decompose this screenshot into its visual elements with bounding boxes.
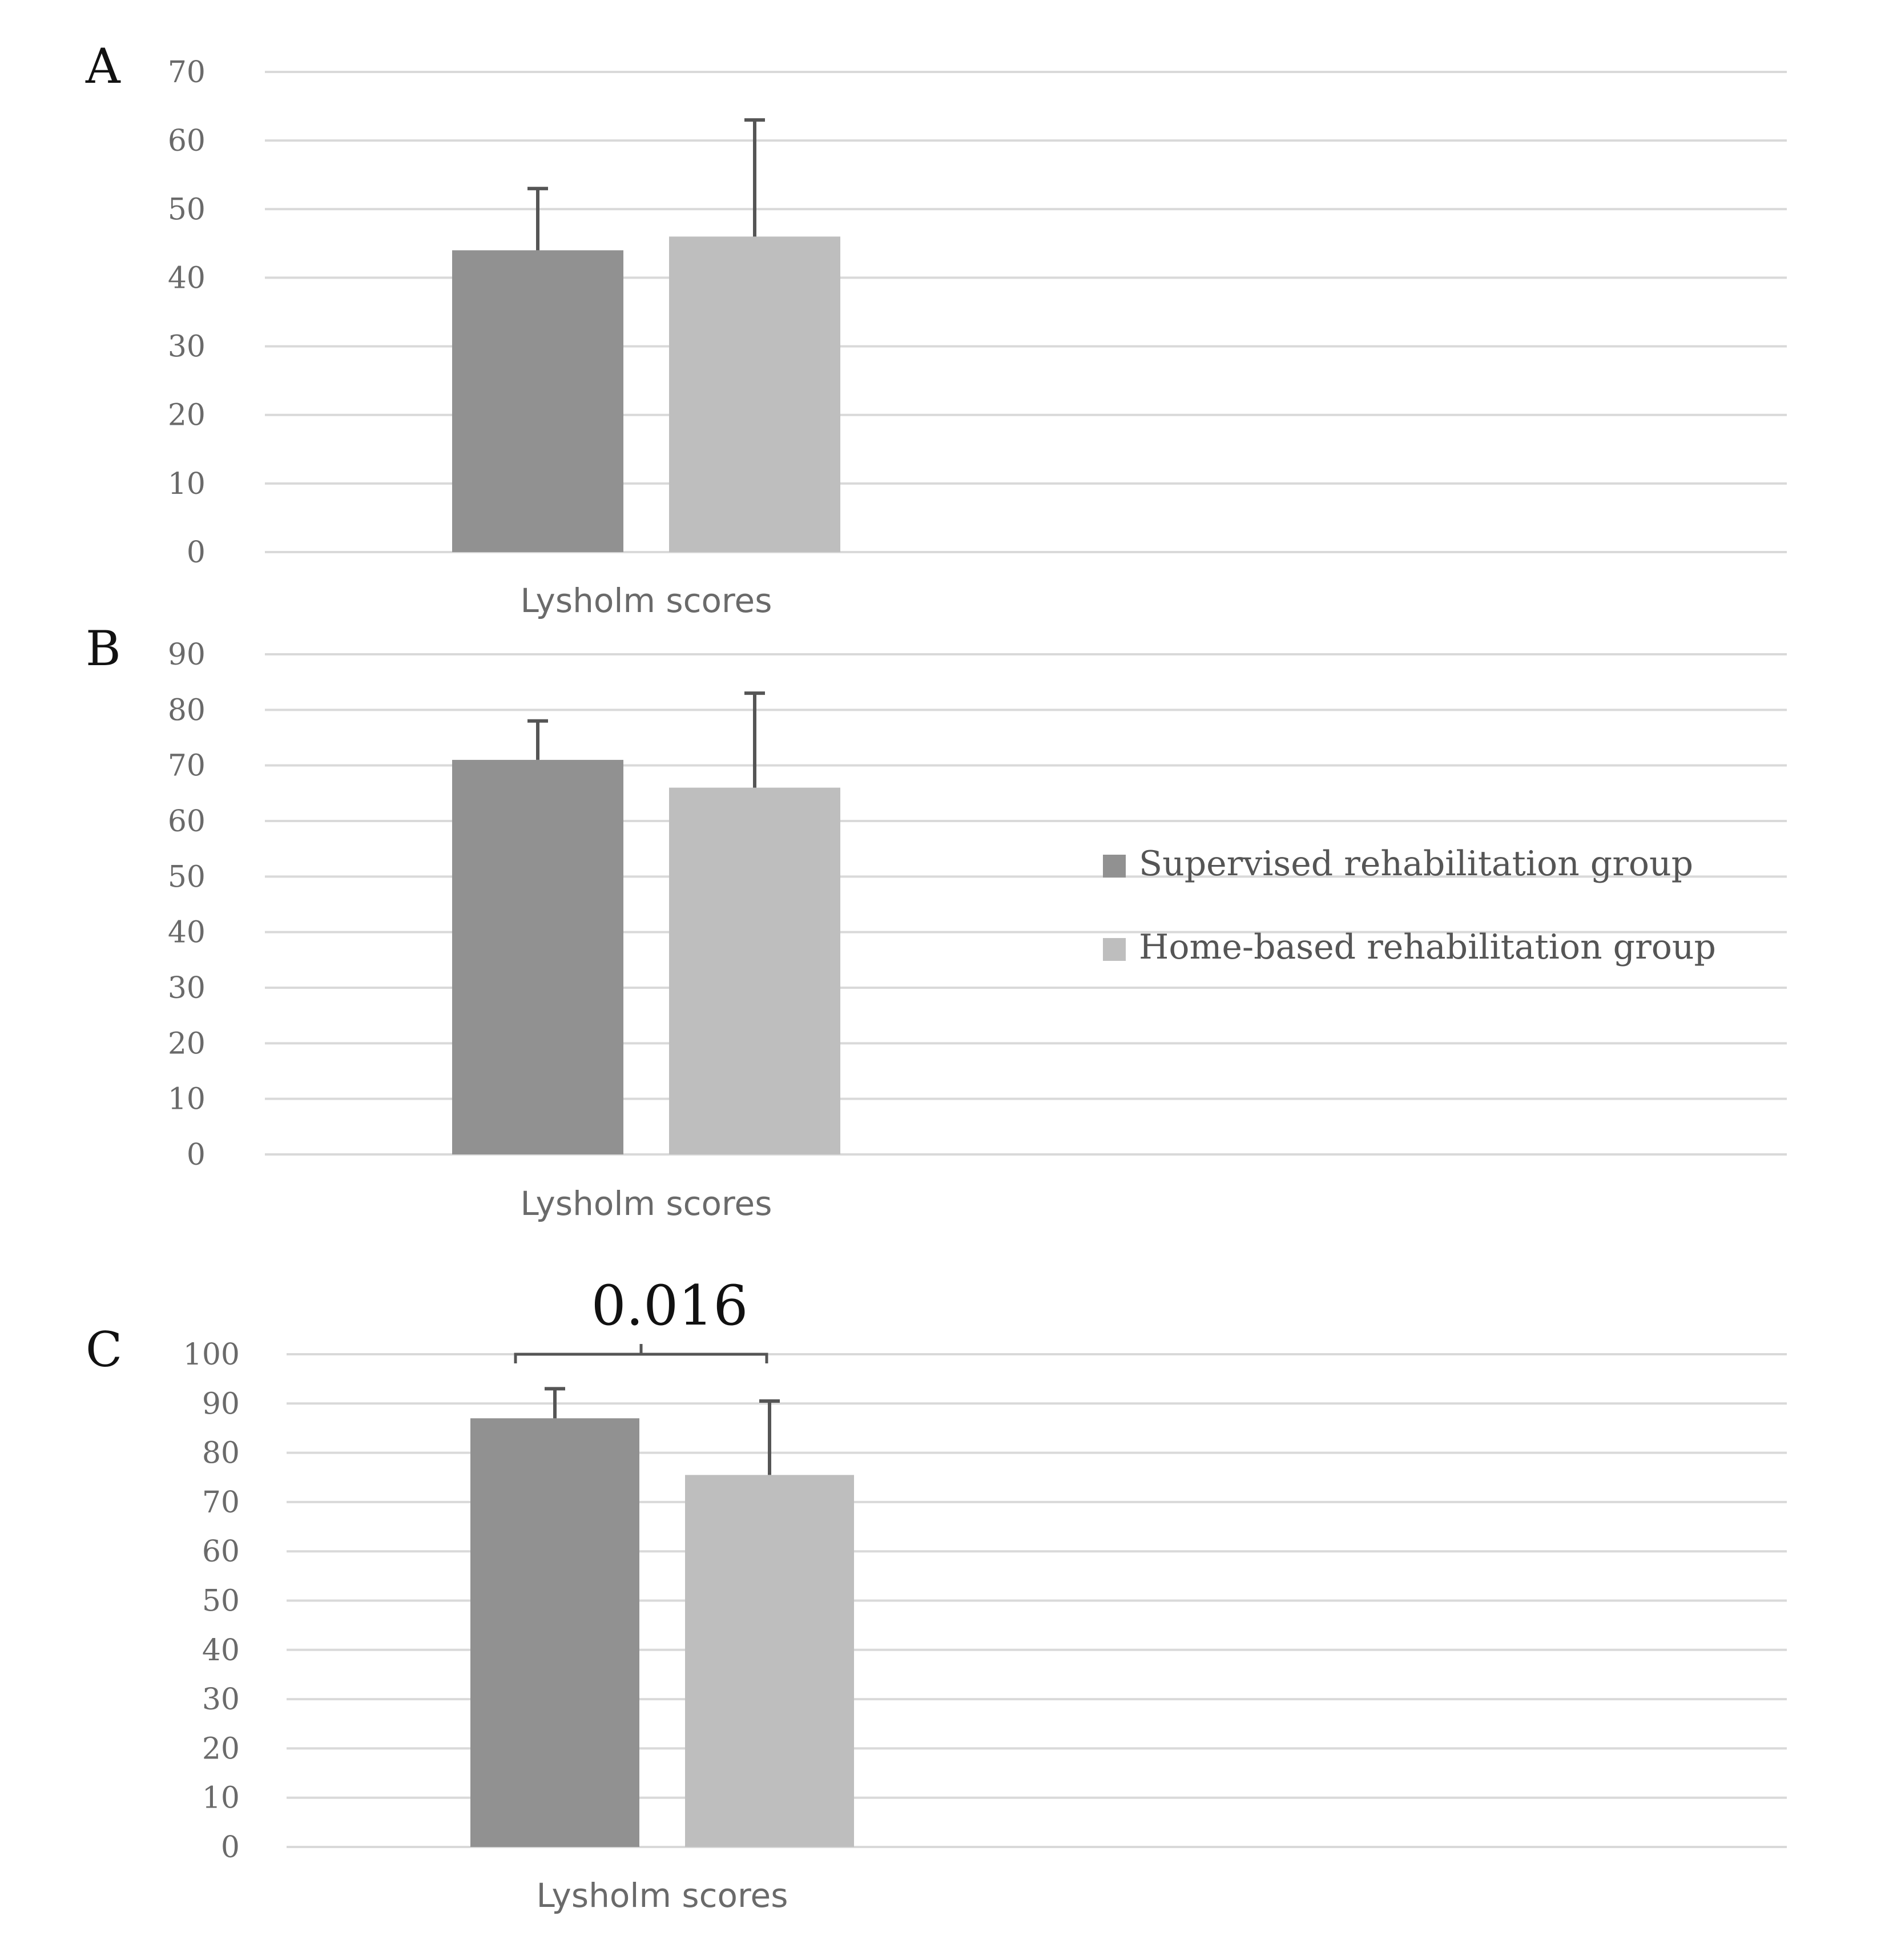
panel-a-label: A <box>85 38 121 94</box>
panel-b-y-tick-labels: 0 10 20 30 40 50 60 70 80 90 <box>168 638 206 1172</box>
panel-a-category-label: Lysholm scores <box>521 581 772 620</box>
y-tick-label: 0 <box>187 1138 206 1172</box>
significance-bracket <box>514 1344 768 1363</box>
bar-supervised <box>452 759 623 1154</box>
y-tick-label: 70 <box>202 1486 240 1520</box>
y-tick-label: 70 <box>168 55 206 90</box>
error-bar-supervised <box>545 1387 565 1419</box>
y-tick-label: 50 <box>202 1584 240 1619</box>
panel-c-error-bars <box>545 1387 780 1475</box>
error-bar-home-based <box>744 118 765 237</box>
significance-annotation: 0.016 <box>514 1274 768 1363</box>
y-tick-label: 30 <box>168 330 206 364</box>
legend-swatch-supervised <box>1103 855 1126 878</box>
y-tick-label: 30 <box>202 1683 240 1717</box>
panel-b-error-bars <box>527 691 765 788</box>
panel-a-y-tick-labels: 0 10 20 30 40 50 60 70 <box>168 55 206 570</box>
y-tick-label: 100 <box>183 1338 240 1372</box>
y-tick-label: 50 <box>168 192 206 227</box>
panel-b-bars <box>452 759 840 1154</box>
legend: Supervised rehabilitation group Home-bas… <box>1103 844 1716 967</box>
bar-home-based <box>669 787 840 1154</box>
y-tick-label: 40 <box>168 916 206 950</box>
y-tick-label: 10 <box>168 1082 206 1117</box>
panel-c-category-label: Lysholm scores <box>537 1876 788 1915</box>
bar-supervised <box>470 1418 639 1847</box>
panel-b: B 0 10 20 30 40 50 60 70 80 90 Lysholm scores Sup… <box>86 621 1787 1223</box>
panel-c-y-tick-labels: 0 10 20 30 40 50 60 70 80 90 100 <box>183 1338 240 1865</box>
y-tick-label: 60 <box>202 1535 240 1569</box>
panel-a-bars <box>452 236 840 552</box>
y-tick-label: 20 <box>168 1027 206 1061</box>
y-tick-label: 80 <box>168 693 206 727</box>
y-tick-label: 90 <box>168 638 206 672</box>
panel-c-label: C <box>86 1322 122 1378</box>
error-bar-home-based <box>744 691 765 788</box>
bar-home-based <box>685 1475 854 1847</box>
legend-label-supervised: Supervised rehabilitation group <box>1139 844 1693 884</box>
y-tick-label: 70 <box>168 749 206 783</box>
y-tick-label: 20 <box>168 399 206 433</box>
bar-home-based <box>669 236 840 552</box>
error-bar-supervised <box>527 187 548 251</box>
y-tick-label: 40 <box>168 261 206 295</box>
legend-swatch-home-based <box>1103 938 1126 961</box>
y-tick-label: 20 <box>202 1732 240 1766</box>
y-tick-label: 10 <box>202 1781 240 1816</box>
y-tick-label: 90 <box>202 1387 240 1421</box>
y-tick-label: 60 <box>168 804 206 839</box>
y-tick-label: 0 <box>187 536 206 570</box>
panel-a-error-bars <box>527 118 765 251</box>
panel-b-label: B <box>86 621 121 677</box>
y-tick-label: 80 <box>202 1436 240 1471</box>
error-bar-supervised <box>527 719 548 760</box>
y-tick-label: 30 <box>168 971 206 1005</box>
bar-supervised <box>452 250 623 552</box>
legend-label-home-based: Home-based rehabilitation group <box>1139 927 1716 967</box>
y-tick-label: 40 <box>202 1633 240 1668</box>
y-tick-label: 0 <box>221 1830 240 1865</box>
panel-c-bars <box>470 1418 854 1847</box>
y-tick-label: 60 <box>168 124 206 158</box>
y-tick-label: 10 <box>168 467 206 501</box>
p-value-label: 0.016 <box>591 1274 748 1338</box>
error-bar-home-based <box>759 1399 780 1475</box>
panel-b-category-label: Lysholm scores <box>521 1184 772 1223</box>
y-tick-label: 50 <box>168 860 206 894</box>
panel-a: A 0 10 20 30 40 50 60 70 Lysholm scores <box>85 38 1787 620</box>
